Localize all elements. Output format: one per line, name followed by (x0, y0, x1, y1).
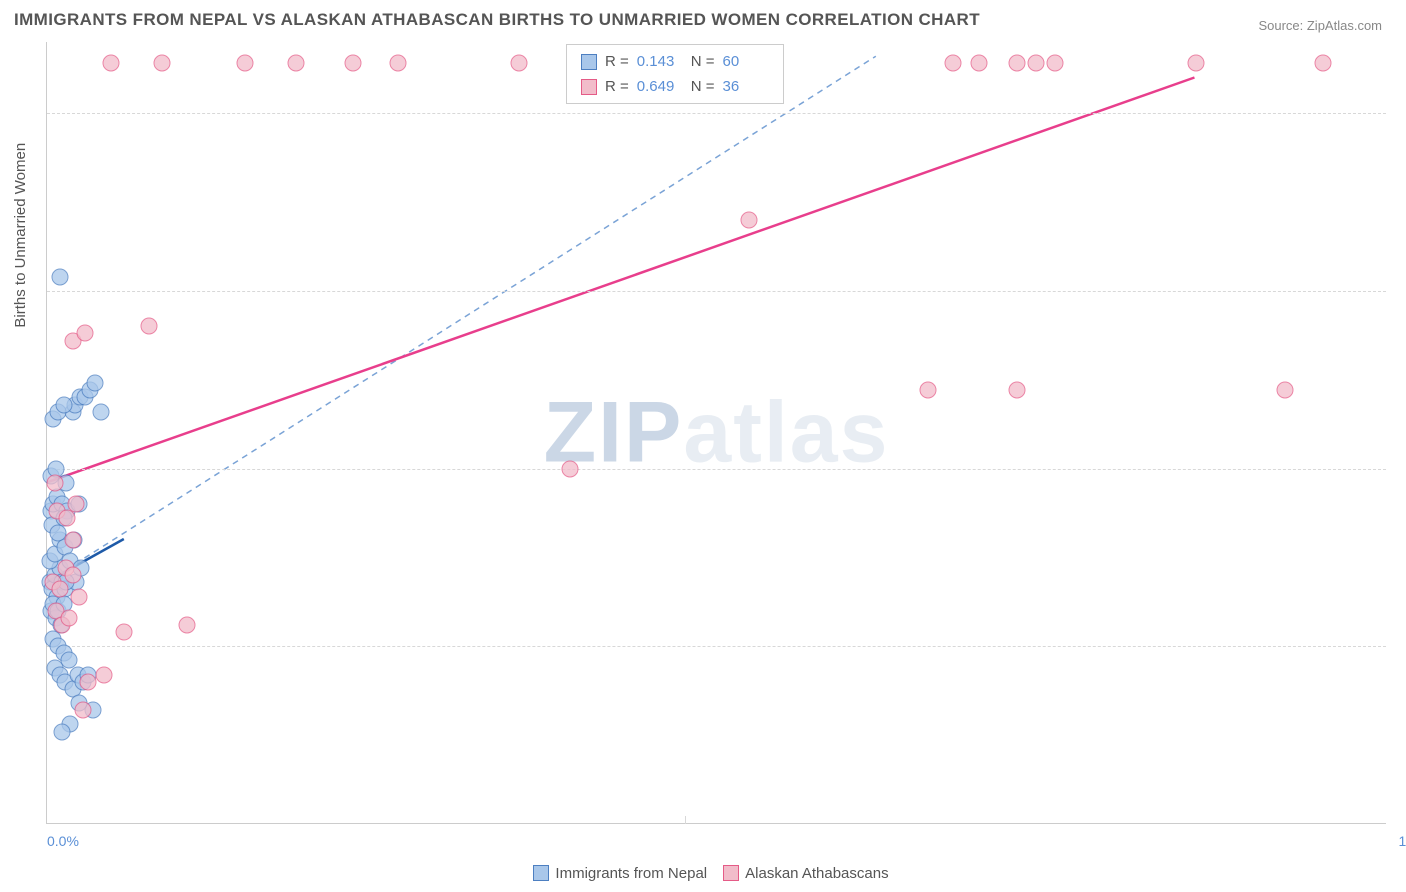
data-point (55, 396, 72, 413)
legend-swatch (723, 865, 739, 881)
chart-title: IMMIGRANTS FROM NEPAL VS ALASKAN ATHABAS… (14, 10, 980, 30)
data-point (141, 318, 158, 335)
legend-n-label: N = (691, 78, 715, 95)
gridline-v (685, 816, 686, 824)
trend-lines-svg (47, 42, 1386, 823)
gridline-h (47, 113, 1386, 114)
y-tick-label: 50.0% (1394, 461, 1406, 477)
data-point (51, 268, 68, 285)
gridline-h (47, 291, 1386, 292)
legend-label: Immigrants from Nepal (555, 865, 707, 882)
data-point (919, 382, 936, 399)
data-point (68, 496, 85, 513)
data-point (945, 55, 962, 72)
data-point (1028, 55, 1045, 72)
legend-swatch (581, 79, 597, 95)
data-point (46, 474, 63, 491)
data-point (87, 375, 104, 392)
plot-area: ZIPatlas 25.0%50.0%75.0%100.0%0.0%100.0% (46, 42, 1386, 824)
data-point (60, 609, 77, 626)
legend-row: R = 0.143 N = 60 (567, 49, 783, 74)
data-point (54, 723, 71, 740)
data-point (1276, 382, 1293, 399)
data-point (1315, 55, 1332, 72)
data-point (1008, 382, 1025, 399)
data-point (236, 55, 253, 72)
source-label: Source: ZipAtlas.com (1258, 18, 1382, 33)
gridline-h (47, 646, 1386, 647)
data-point (79, 673, 96, 690)
data-point (562, 460, 579, 477)
data-point (102, 55, 119, 72)
data-point (389, 55, 406, 72)
legend-n-value: 36 (723, 78, 769, 95)
correlation-legend: R = 0.143 N = 60 R = 0.649 N = 36 (566, 44, 784, 104)
legend-n-label: N = (691, 53, 715, 70)
legend-row: R = 0.649 N = 36 (567, 74, 783, 99)
data-point (96, 666, 113, 683)
legend-r-label: R = (605, 78, 629, 95)
legend-swatch (533, 865, 549, 881)
watermark: ZIPatlas (544, 383, 890, 482)
legend-n-value: 60 (723, 53, 769, 70)
data-point (345, 55, 362, 72)
data-point (74, 702, 91, 719)
data-point (970, 55, 987, 72)
series-legend: Immigrants from Nepal Alaskan Athabascans (0, 865, 1406, 882)
data-point (51, 581, 68, 598)
x-tick-label: 0.0% (47, 833, 79, 849)
data-point (59, 510, 76, 527)
watermark-atlas: atlas (683, 384, 889, 480)
legend-swatch (581, 54, 597, 70)
data-point (1008, 55, 1025, 72)
data-point (287, 55, 304, 72)
gridline-h (47, 469, 1386, 470)
data-point (153, 55, 170, 72)
data-point (92, 403, 109, 420)
data-point (1187, 55, 1204, 72)
data-point (77, 325, 94, 342)
y-tick-label: 100.0% (1394, 105, 1406, 121)
legend-r-value: 0.143 (637, 53, 683, 70)
data-point (64, 531, 81, 548)
y-tick-label: 75.0% (1394, 283, 1406, 299)
y-tick-label: 25.0% (1394, 638, 1406, 654)
data-point (740, 211, 757, 228)
data-point (64, 567, 81, 584)
y-axis-label: Births to Unmarried Women (12, 143, 29, 328)
legend-r-value: 0.649 (637, 78, 683, 95)
legend-label: Alaskan Athabascans (745, 865, 888, 882)
data-point (115, 624, 132, 641)
x-tick-label: 100.0% (1399, 833, 1406, 849)
data-point (1047, 55, 1064, 72)
data-point (511, 55, 528, 72)
data-point (70, 588, 87, 605)
legend-r-label: R = (605, 53, 629, 70)
data-point (179, 616, 196, 633)
